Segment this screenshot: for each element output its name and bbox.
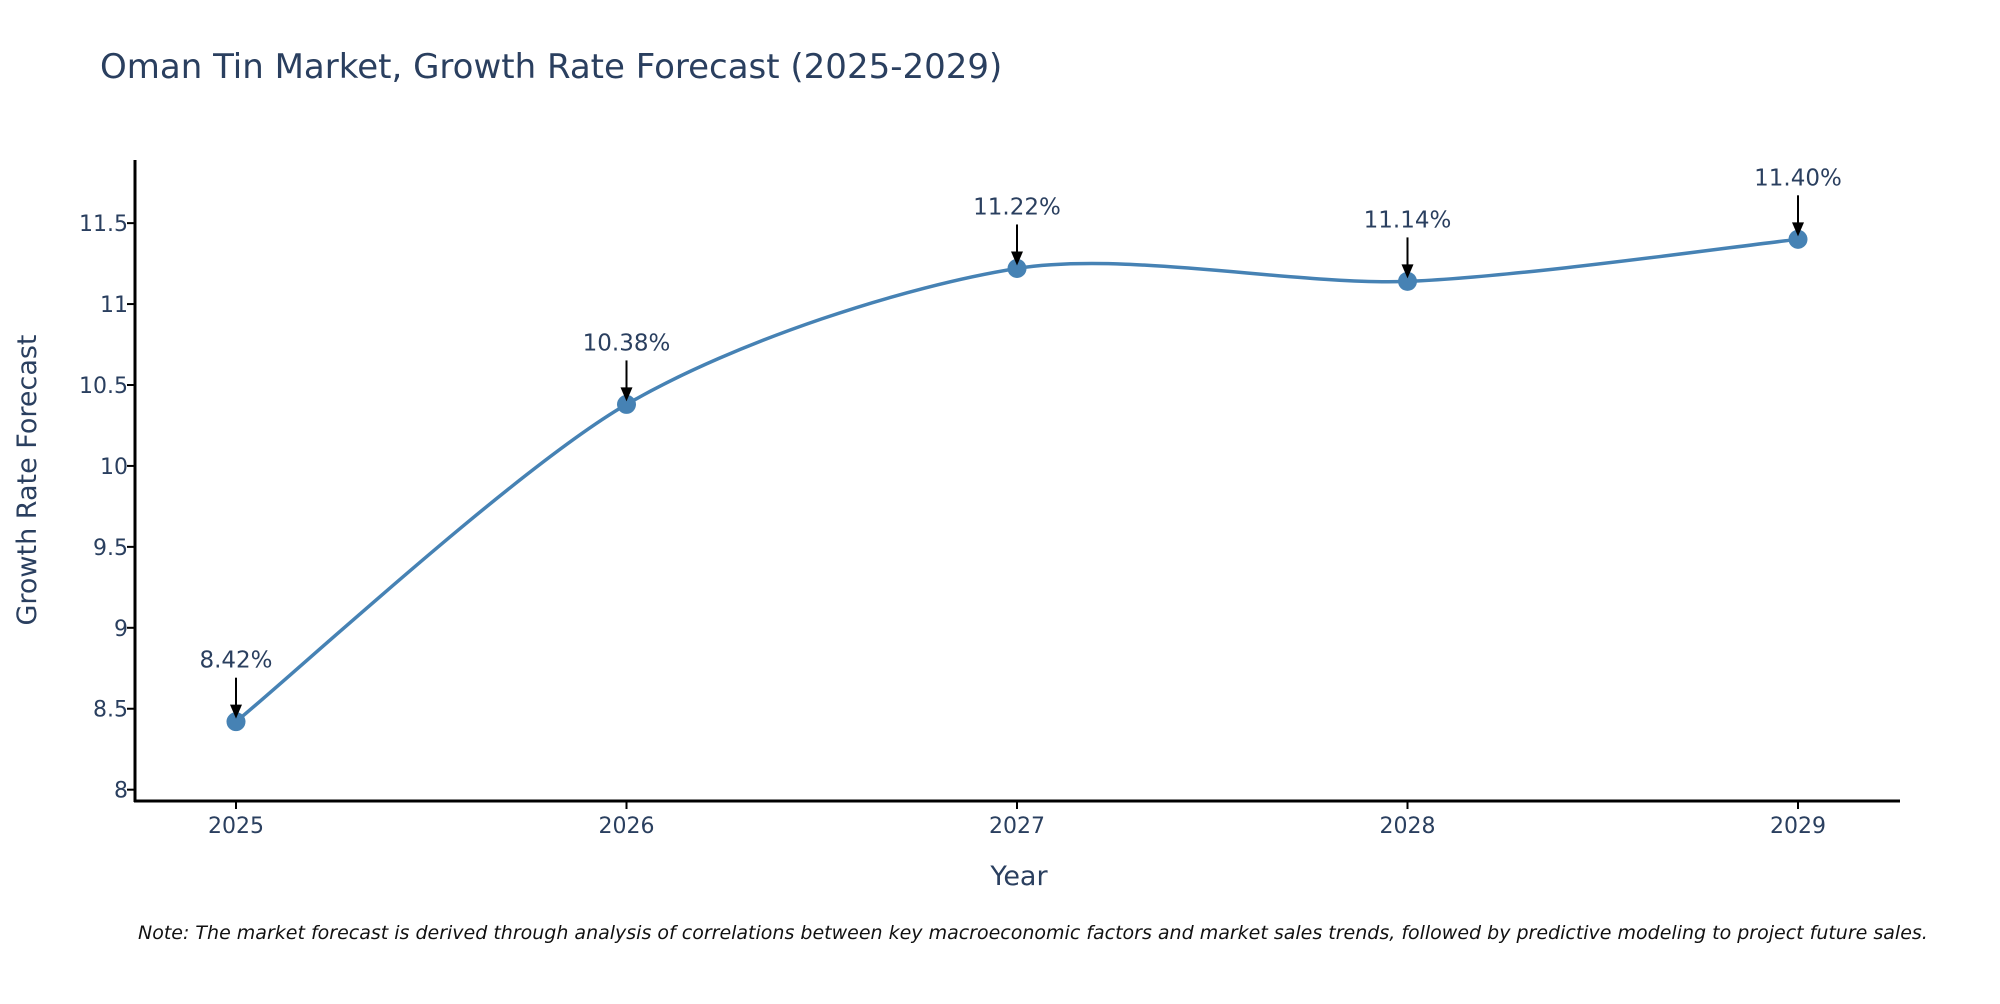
x-axis-title: Year xyxy=(989,861,1048,892)
x-tick-label: 2029 xyxy=(1770,814,1826,839)
series-layer xyxy=(226,229,1808,732)
y-tick-label: 10 xyxy=(100,455,128,480)
data-point-marker xyxy=(1007,258,1027,278)
chart-note: Note: The market forecast is derived thr… xyxy=(138,922,1928,944)
x-tick-label: 2027 xyxy=(989,814,1045,839)
data-label: 11.40% xyxy=(1754,165,1842,191)
data-label: 11.22% xyxy=(973,194,1061,220)
y-tick-label: 8 xyxy=(114,779,128,804)
data-label: 11.14% xyxy=(1364,207,1452,233)
data-label: 10.38% xyxy=(583,330,671,356)
y-tick-label: 11.5 xyxy=(79,212,128,237)
y-tick-label: 10.5 xyxy=(79,374,128,399)
x-tick-label: 2026 xyxy=(599,814,655,839)
annotation-arrow-head xyxy=(1011,251,1023,266)
y-axis-title: Growth Rate Forecast xyxy=(12,334,43,625)
annotation-arrow-head xyxy=(620,387,633,402)
data-point-marker xyxy=(617,394,636,414)
y-axis-ticks: 8 8.5 9 9.5 10 10.5 11 11.5 xyxy=(79,212,135,804)
x-tick-label: 2025 xyxy=(208,814,264,839)
series-line xyxy=(234,237,1799,724)
y-tick-label: 8.5 xyxy=(93,698,128,723)
data-point-marker xyxy=(1788,229,1808,249)
annotation-arrow-head xyxy=(1792,222,1804,237)
data-label-annotations: 8.42% 10.38% 11.22% 11.14% 11.40% xyxy=(199,165,1842,719)
data-label: 8.42% xyxy=(199,648,272,674)
annotation-arrow-head xyxy=(1401,264,1414,279)
data-point-marker xyxy=(1398,271,1417,291)
x-axis-ticks: 2025 2026 2027 2028 2029 xyxy=(208,801,1826,839)
chart-title: Oman Tin Market, Growth Rate Forecast (2… xyxy=(100,47,1002,87)
x-tick-label: 2028 xyxy=(1380,814,1436,839)
y-tick-label: 11 xyxy=(100,293,128,318)
y-tick-label: 9.5 xyxy=(93,536,128,561)
annotation-arrow-head xyxy=(230,704,242,719)
y-tick-label: 9 xyxy=(114,617,128,642)
data-point-marker xyxy=(226,712,246,732)
